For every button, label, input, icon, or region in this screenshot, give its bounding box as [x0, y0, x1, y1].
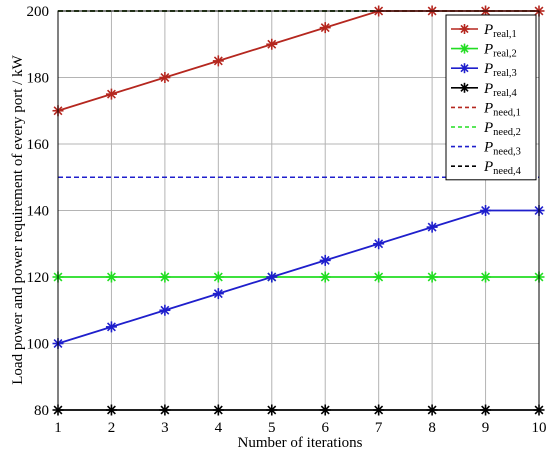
data-point	[426, 271, 438, 283]
legend-item: Pneed,3	[451, 140, 521, 158]
y-tick-label: 180	[27, 71, 50, 87]
legend-label: Preal,2	[483, 42, 517, 60]
plot-frame	[57, 10, 540, 411]
x-tick-label: 3	[161, 420, 169, 436]
data-point	[212, 271, 224, 283]
x-tick-label: 8	[428, 420, 436, 436]
data-point	[319, 22, 331, 34]
x-tick-label: 10	[532, 420, 547, 436]
data-point	[159, 271, 171, 283]
legend-marker	[459, 43, 470, 54]
y-tick-label: 200	[27, 4, 50, 20]
series-line	[57, 209, 539, 345]
legend-label: Pneed,4	[483, 159, 522, 177]
legend-item: Preal,1	[451, 22, 517, 40]
legend-item: Pneed,2	[451, 120, 521, 138]
data-point	[480, 271, 492, 283]
legend-label: Pneed,2	[483, 120, 521, 138]
data-point	[159, 304, 171, 316]
legend-marker	[459, 82, 470, 93]
legend-box	[445, 14, 537, 181]
data-point	[319, 271, 331, 283]
data-point	[105, 88, 117, 100]
data-point	[426, 221, 438, 233]
data-point	[319, 254, 331, 266]
y-tick-label: 140	[27, 204, 50, 220]
legend-marker	[459, 63, 470, 74]
data-point	[159, 72, 171, 83]
data-point	[212, 288, 224, 300]
x-tick-label: 6	[321, 420, 329, 436]
y-tick-label: 160	[27, 137, 50, 153]
legend-label: Preal,4	[483, 81, 518, 99]
data-point	[266, 271, 278, 283]
legend-item: Preal,2	[451, 42, 517, 60]
y-tick-label: 80	[34, 403, 49, 419]
y-tick-label: 120	[27, 270, 50, 286]
data-point	[105, 321, 117, 333]
x-tick-label: 7	[375, 420, 383, 436]
legend-item: Pneed,4	[451, 159, 522, 177]
x-tick-label: 5	[268, 420, 276, 436]
legend-label: Pneed,3	[483, 140, 521, 158]
x-tick-label: 9	[482, 420, 490, 436]
legend-item: Preal,4	[451, 81, 518, 99]
x-tick-label: 4	[215, 420, 223, 436]
y-axis-ticks: 80 100 120 140 160 180 200	[27, 4, 50, 419]
x-axis-ticks: 1 2 3 4 5 6 7 8 9 10	[54, 420, 546, 436]
legend-label: Pneed,1	[483, 100, 521, 118]
series-real-2	[52, 271, 545, 283]
legend-label: Preal,1	[483, 22, 517, 40]
y-tick-label: 100	[27, 337, 50, 353]
y-axis-label: Load power and power requirement of ever…	[10, 54, 26, 384]
x-tick-label: 2	[108, 420, 116, 436]
legend-label: Preal,3	[483, 61, 517, 79]
legend-marker	[459, 24, 470, 34]
x-tick-label: 1	[54, 420, 62, 436]
data-point	[105, 271, 117, 283]
data-point	[212, 55, 224, 67]
data-point	[266, 38, 278, 50]
data-point	[480, 205, 492, 216]
x-axis-label: Number of iterations	[238, 435, 363, 451]
legend-item: Preal,3	[451, 61, 517, 79]
data-point	[373, 271, 385, 283]
data-point	[373, 238, 385, 250]
legend-item: Pneed,1	[451, 100, 521, 118]
